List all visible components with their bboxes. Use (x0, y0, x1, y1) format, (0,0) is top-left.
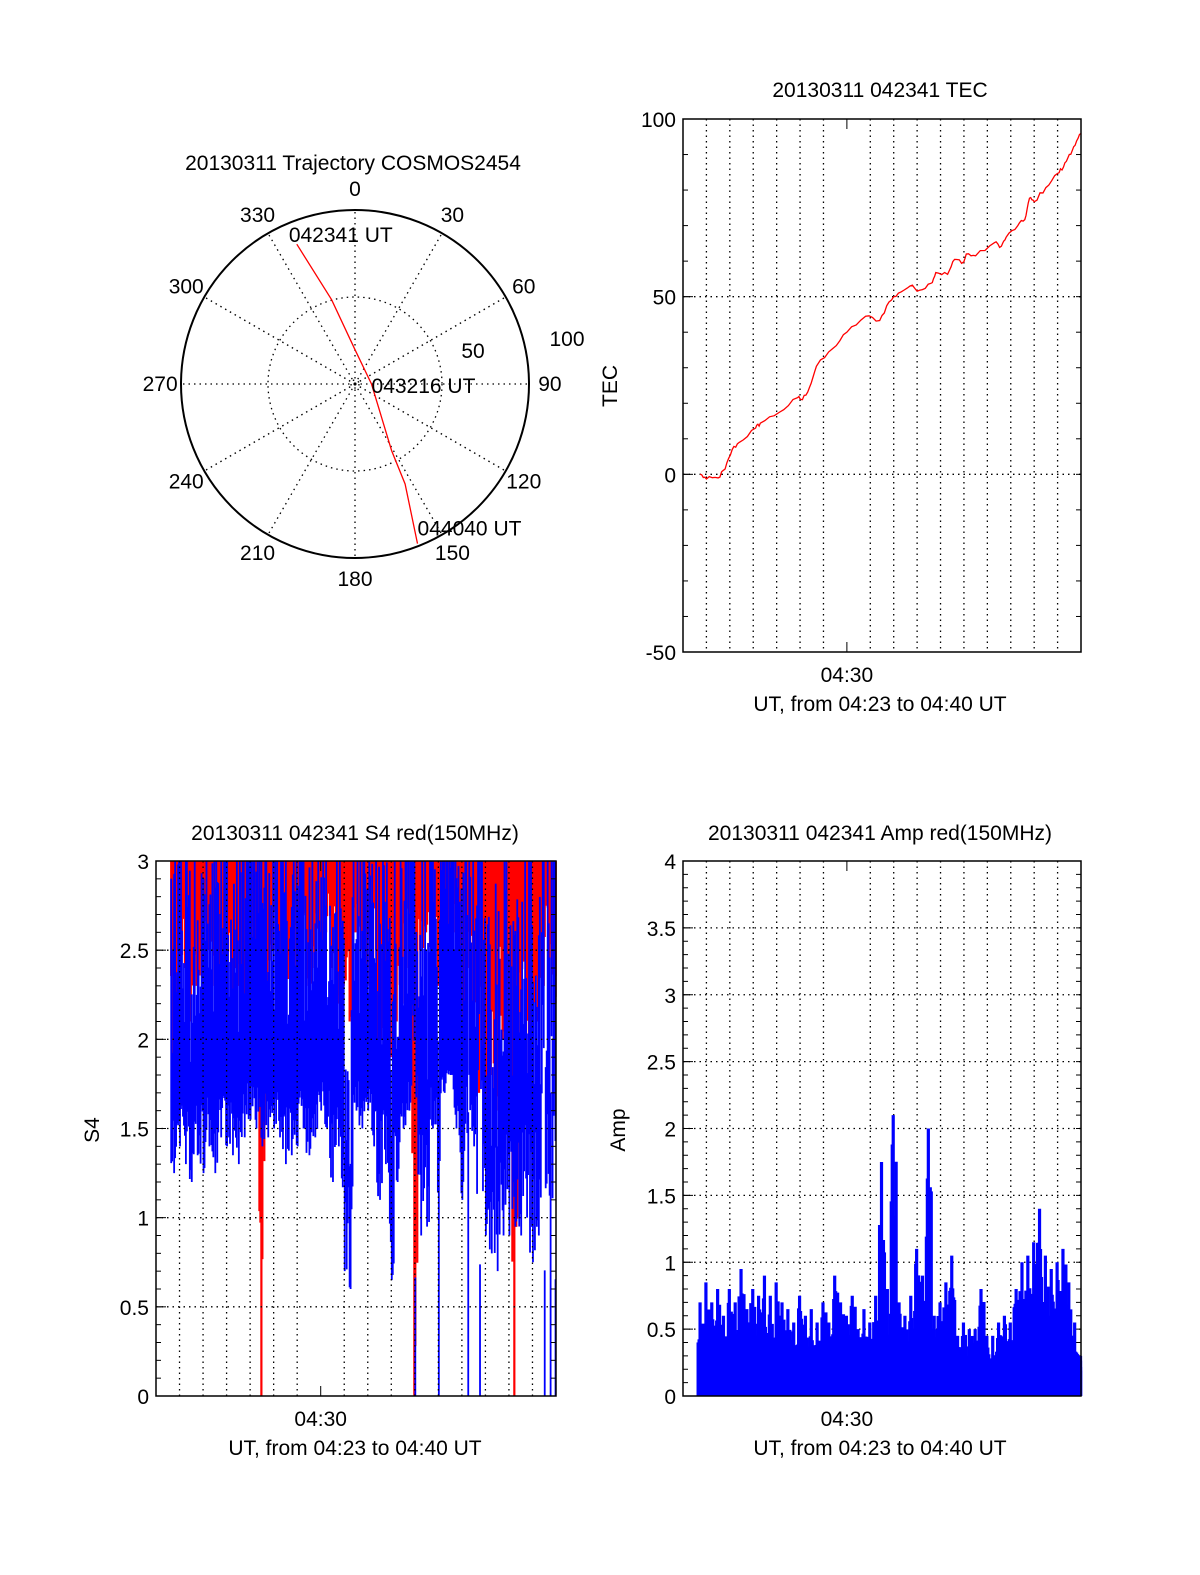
amp-chart: 20130311 042341 Amp red(150MHz) UT, from… (607, 822, 1083, 1460)
azimuth-label: 270 (143, 373, 178, 396)
plot-frame (682, 860, 1082, 1397)
y-tick-label: 4 (664, 851, 676, 874)
x-tick-label: 04:30 (821, 1408, 874, 1431)
x-tick-label: 04:30 (294, 1408, 347, 1431)
azimuth-label: 330 (240, 204, 275, 227)
polar-spoke (267, 232, 356, 385)
tec-title: 20130311 042341 TEC (772, 79, 987, 102)
polar-spoke (354, 232, 443, 385)
y-tick-label: -50 (646, 642, 676, 665)
x-tick-label: 04:30 (821, 664, 874, 687)
polar-center (350, 379, 360, 389)
polar-spoke (354, 296, 507, 385)
y-tick-label: 2 (664, 1119, 676, 1142)
y-tick-label: 0 (664, 1386, 676, 1409)
trajectory-time-label: 042341 UT (289, 224, 393, 247)
y-tick-label: 3 (137, 851, 149, 874)
azimuth-label: 30 (441, 204, 464, 227)
y-tick-label: 2 (137, 1029, 149, 1052)
s4-ylabel: S4 (81, 1117, 104, 1143)
s4-title: 20130311 042341 S4 red(150MHz) (191, 822, 519, 845)
s4-chart: 20130311 042341 S4 red(150MHz) UT, from … (81, 822, 557, 1460)
polar-spoke (203, 383, 356, 472)
y-tick-label: 100 (641, 109, 676, 132)
y-tick-label: 1.5 (120, 1119, 149, 1142)
azimuth-label: 60 (512, 276, 535, 299)
tec-chart: 20130311 042341 TEC UT, from 04:23 to 04… (599, 79, 1082, 716)
plot-frame (155, 860, 557, 1397)
y-tick-label: 2.5 (647, 1052, 676, 1075)
polar-ring (267, 296, 443, 472)
polar-spoke (203, 296, 356, 385)
polar-outer-circle (180, 209, 530, 559)
tec-line (699, 133, 1082, 480)
trajectory-time-label: 044040 UT (418, 518, 522, 541)
y-tick-label: 0 (137, 1386, 149, 1409)
polar-spoke (354, 383, 443, 536)
azimuth-label: 210 (240, 542, 275, 565)
y-tick-label: 0.5 (647, 1319, 676, 1342)
y-tick-label: 2.5 (120, 940, 149, 963)
azimuth-label: 240 (169, 470, 204, 493)
plot-frame (682, 118, 1082, 653)
polar-title: 20130311 Trajectory COSMOS2454 (185, 152, 521, 175)
s4-xlabel: UT, from 04:23 to 04:40 UT (228, 1437, 481, 1460)
y-tick-label: 0.5 (120, 1297, 149, 1320)
azimuth-label: 150 (435, 542, 470, 565)
y-tick-label: 3 (664, 985, 676, 1008)
amp-ylabel: Amp (607, 1108, 630, 1151)
y-tick-label: 0 (664, 464, 676, 487)
radial-label: 50 (461, 340, 484, 363)
tec-xlabel: UT, from 04:23 to 04:40 UT (753, 693, 1006, 716)
y-tick-label: 1 (137, 1208, 149, 1231)
azimuth-label: 90 (538, 373, 561, 396)
azimuth-label: 300 (169, 276, 204, 299)
polar-spoke (267, 383, 356, 536)
azimuth-label: 0 (349, 178, 361, 201)
azimuth-label: 180 (337, 568, 372, 591)
trajectory-line (296, 243, 419, 544)
amp-xlabel: UT, from 04:23 to 04:40 UT (753, 1437, 1006, 1460)
amp-title: 20130311 042341 Amp red(150MHz) (708, 822, 1052, 845)
y-tick-label: 50 (653, 287, 676, 310)
y-tick-label: 3.5 (647, 918, 676, 941)
trajectory-time-label: 043216 UT (372, 375, 476, 398)
polar-trajectory-chart: 20130311 Trajectory COSMOS2454 0 30 60 90 12… (143, 152, 585, 591)
tec-ylabel: TEC (599, 365, 622, 407)
y-tick-label: 1 (664, 1252, 676, 1275)
polar-spoke (354, 383, 507, 472)
azimuth-label: 120 (506, 470, 541, 493)
radial-label: 100 (549, 328, 584, 351)
y-tick-label: 1.5 (647, 1185, 676, 1208)
